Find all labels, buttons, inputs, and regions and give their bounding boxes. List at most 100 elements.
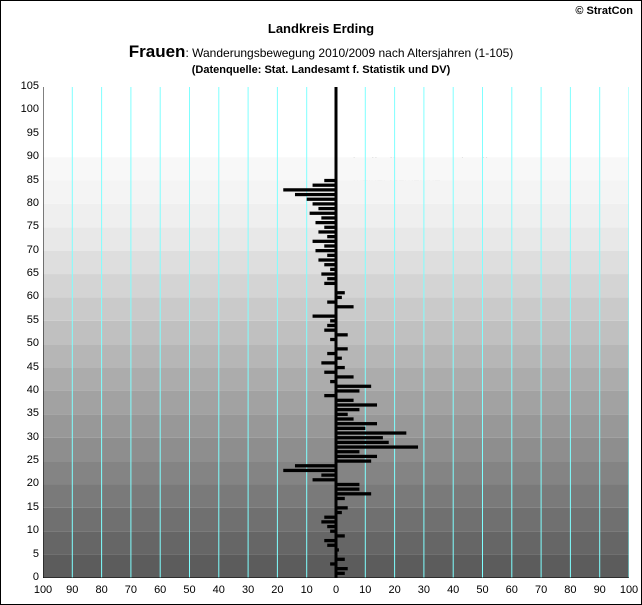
ytick-label: 40 [1,384,39,396]
bar [336,413,348,416]
bar [336,445,418,448]
ytick-label: 5 [1,548,39,560]
bar [324,226,336,229]
ytick-label: 85 [1,174,39,186]
xtick-label: 60 [154,584,166,596]
bar [283,188,336,191]
bar [336,492,371,495]
ytick-label: 0 [1,571,39,583]
bar [318,207,336,210]
bar [310,212,336,215]
ytick-label: 55 [1,314,39,326]
bar [307,198,336,201]
bar [336,375,354,378]
ytick-label: 50 [1,337,39,349]
ytick-label: 70 [1,244,39,256]
ytick-label: 10 [1,524,39,536]
bar [336,431,406,434]
bar [324,539,336,542]
xtick-label: 0 [333,584,339,596]
bar [336,385,371,388]
bar [336,417,354,420]
bar [336,455,377,458]
xtick-label: 100 [620,584,638,596]
xtick-label: 90 [66,584,78,596]
bar [324,371,336,374]
bar [324,263,336,266]
bar [321,361,336,364]
bar [336,333,348,336]
ytick-label: 100 [1,103,39,115]
ytick-label: 80 [1,197,39,209]
ytick-label: 60 [1,290,39,302]
bar [336,483,359,486]
xtick-label: 70 [125,584,137,596]
bar [295,464,336,467]
xtick-label: 40 [447,584,459,596]
bar [336,567,348,570]
ytick-label: 20 [1,477,39,489]
main-title-rest: : Wanderungsbewegung 2010/2009 nach Alte… [185,46,513,60]
bar [321,520,336,523]
ytick-label: 105 [1,80,39,92]
bar [313,240,336,243]
xtick-label: 30 [418,584,430,596]
xtick-label: 60 [506,584,518,596]
bar [313,184,336,187]
bar [336,427,365,430]
xtick-label: 50 [476,584,488,596]
ytick-label: 95 [1,127,39,139]
main-title-prefix: Frauen [129,42,186,61]
bar [315,249,336,252]
xtick-label: 80 [95,584,107,596]
ytick-label: 30 [1,431,39,443]
bar [324,329,336,332]
ytick-label: 90 [1,150,39,162]
bar [336,506,348,509]
xtick-label: 20 [271,584,283,596]
bar [324,179,336,182]
ytick-label: 75 [1,220,39,232]
bar [324,516,336,519]
bar [321,216,336,219]
bar [315,221,336,224]
bar [336,488,359,491]
xtick-label: 20 [388,584,400,596]
xtick-label: 80 [564,584,576,596]
bar [336,422,377,425]
bar [324,394,336,397]
ytick-label: 25 [1,454,39,466]
ytick-label: 45 [1,361,39,373]
xtick-label: 10 [301,584,313,596]
xtick-label: 10 [359,584,371,596]
copyright-label: © StratCon [575,5,633,17]
bar [336,441,389,444]
bar [321,272,336,275]
bar [324,244,336,247]
super-title: Landkreis Erding [1,21,641,36]
bar [313,478,336,481]
bar [336,403,377,406]
xtick-label: 40 [213,584,225,596]
bar [336,436,383,439]
chart-area [43,87,629,578]
data-source: (Datenquelle: Stat. Landesamt f. Statist… [1,64,641,76]
bar [318,258,336,261]
xtick-label: 70 [535,584,547,596]
bar [336,347,348,350]
bar [321,473,336,476]
xtick-label: 100 [34,584,52,596]
title-block: Landkreis Erding Frauen: Wanderungsbeweg… [1,1,641,76]
bar [313,202,336,205]
chart-svg [43,87,629,578]
xtick-label: 90 [594,584,606,596]
bar [295,193,336,196]
bar [318,230,336,233]
bar [336,389,359,392]
bar [313,314,336,317]
ytick-label: 15 [1,501,39,513]
bar [283,469,336,472]
bar [336,408,359,411]
bar [336,399,354,402]
ytick-label: 35 [1,407,39,419]
